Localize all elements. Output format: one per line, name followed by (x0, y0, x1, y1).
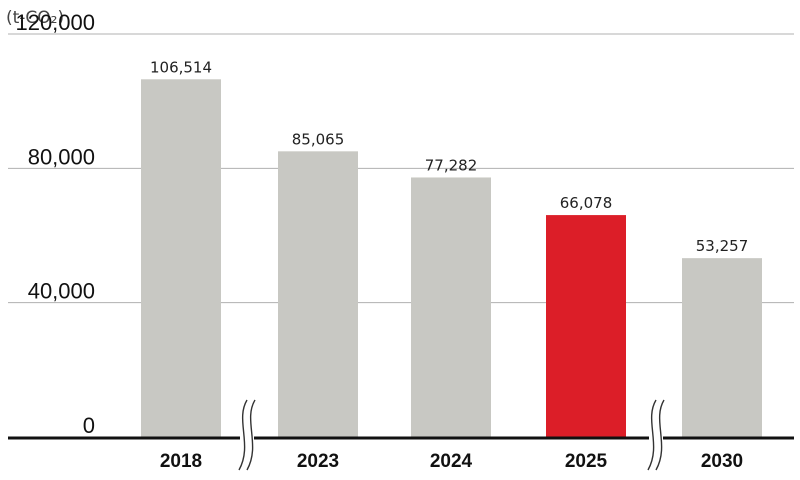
y-axis-ticks: 0 40,000 80,000 120,000 (15, 10, 95, 438)
bar-2023 (278, 151, 358, 438)
gridlines (8, 33, 794, 304)
axis-breaks (238, 398, 665, 472)
data-label-2024: 77,282 (425, 156, 478, 174)
x-tick-label-2018: 2018 (160, 451, 202, 472)
x-tick-label-2023: 2023 (297, 451, 339, 472)
x-axis-ticks: 2018 2023 2024 2025 2030 (160, 451, 743, 472)
x-tick-label-2030: 2030 (701, 451, 743, 472)
data-label-2018: 106,514 (150, 58, 212, 76)
data-labels: 106,514 85,065 77,282 66,078 53,257 (150, 58, 748, 255)
y-tick-label: 80,000 (28, 144, 95, 169)
y-axis-unit-label: (t-CO₂) (6, 8, 64, 28)
axis-break-after-2018 (238, 398, 256, 472)
bar-2018 (141, 79, 221, 438)
x-tick-label-2024: 2024 (430, 451, 473, 472)
y-tick-label: 120,000 (15, 10, 95, 35)
bars (141, 79, 762, 438)
data-label-2023: 85,065 (292, 130, 345, 148)
x-tick-label-2025: 2025 (565, 451, 608, 472)
bar-2025 (546, 215, 626, 437)
y-tick-label: 0 (83, 413, 95, 438)
axis-break-after-2025 (647, 398, 665, 472)
y-tick-label: 40,000 (28, 279, 95, 304)
data-label-2025: 66,078 (560, 194, 613, 212)
bar-2024 (411, 177, 491, 437)
data-label-2030: 53,257 (696, 237, 749, 255)
bar-2030 (682, 258, 762, 437)
